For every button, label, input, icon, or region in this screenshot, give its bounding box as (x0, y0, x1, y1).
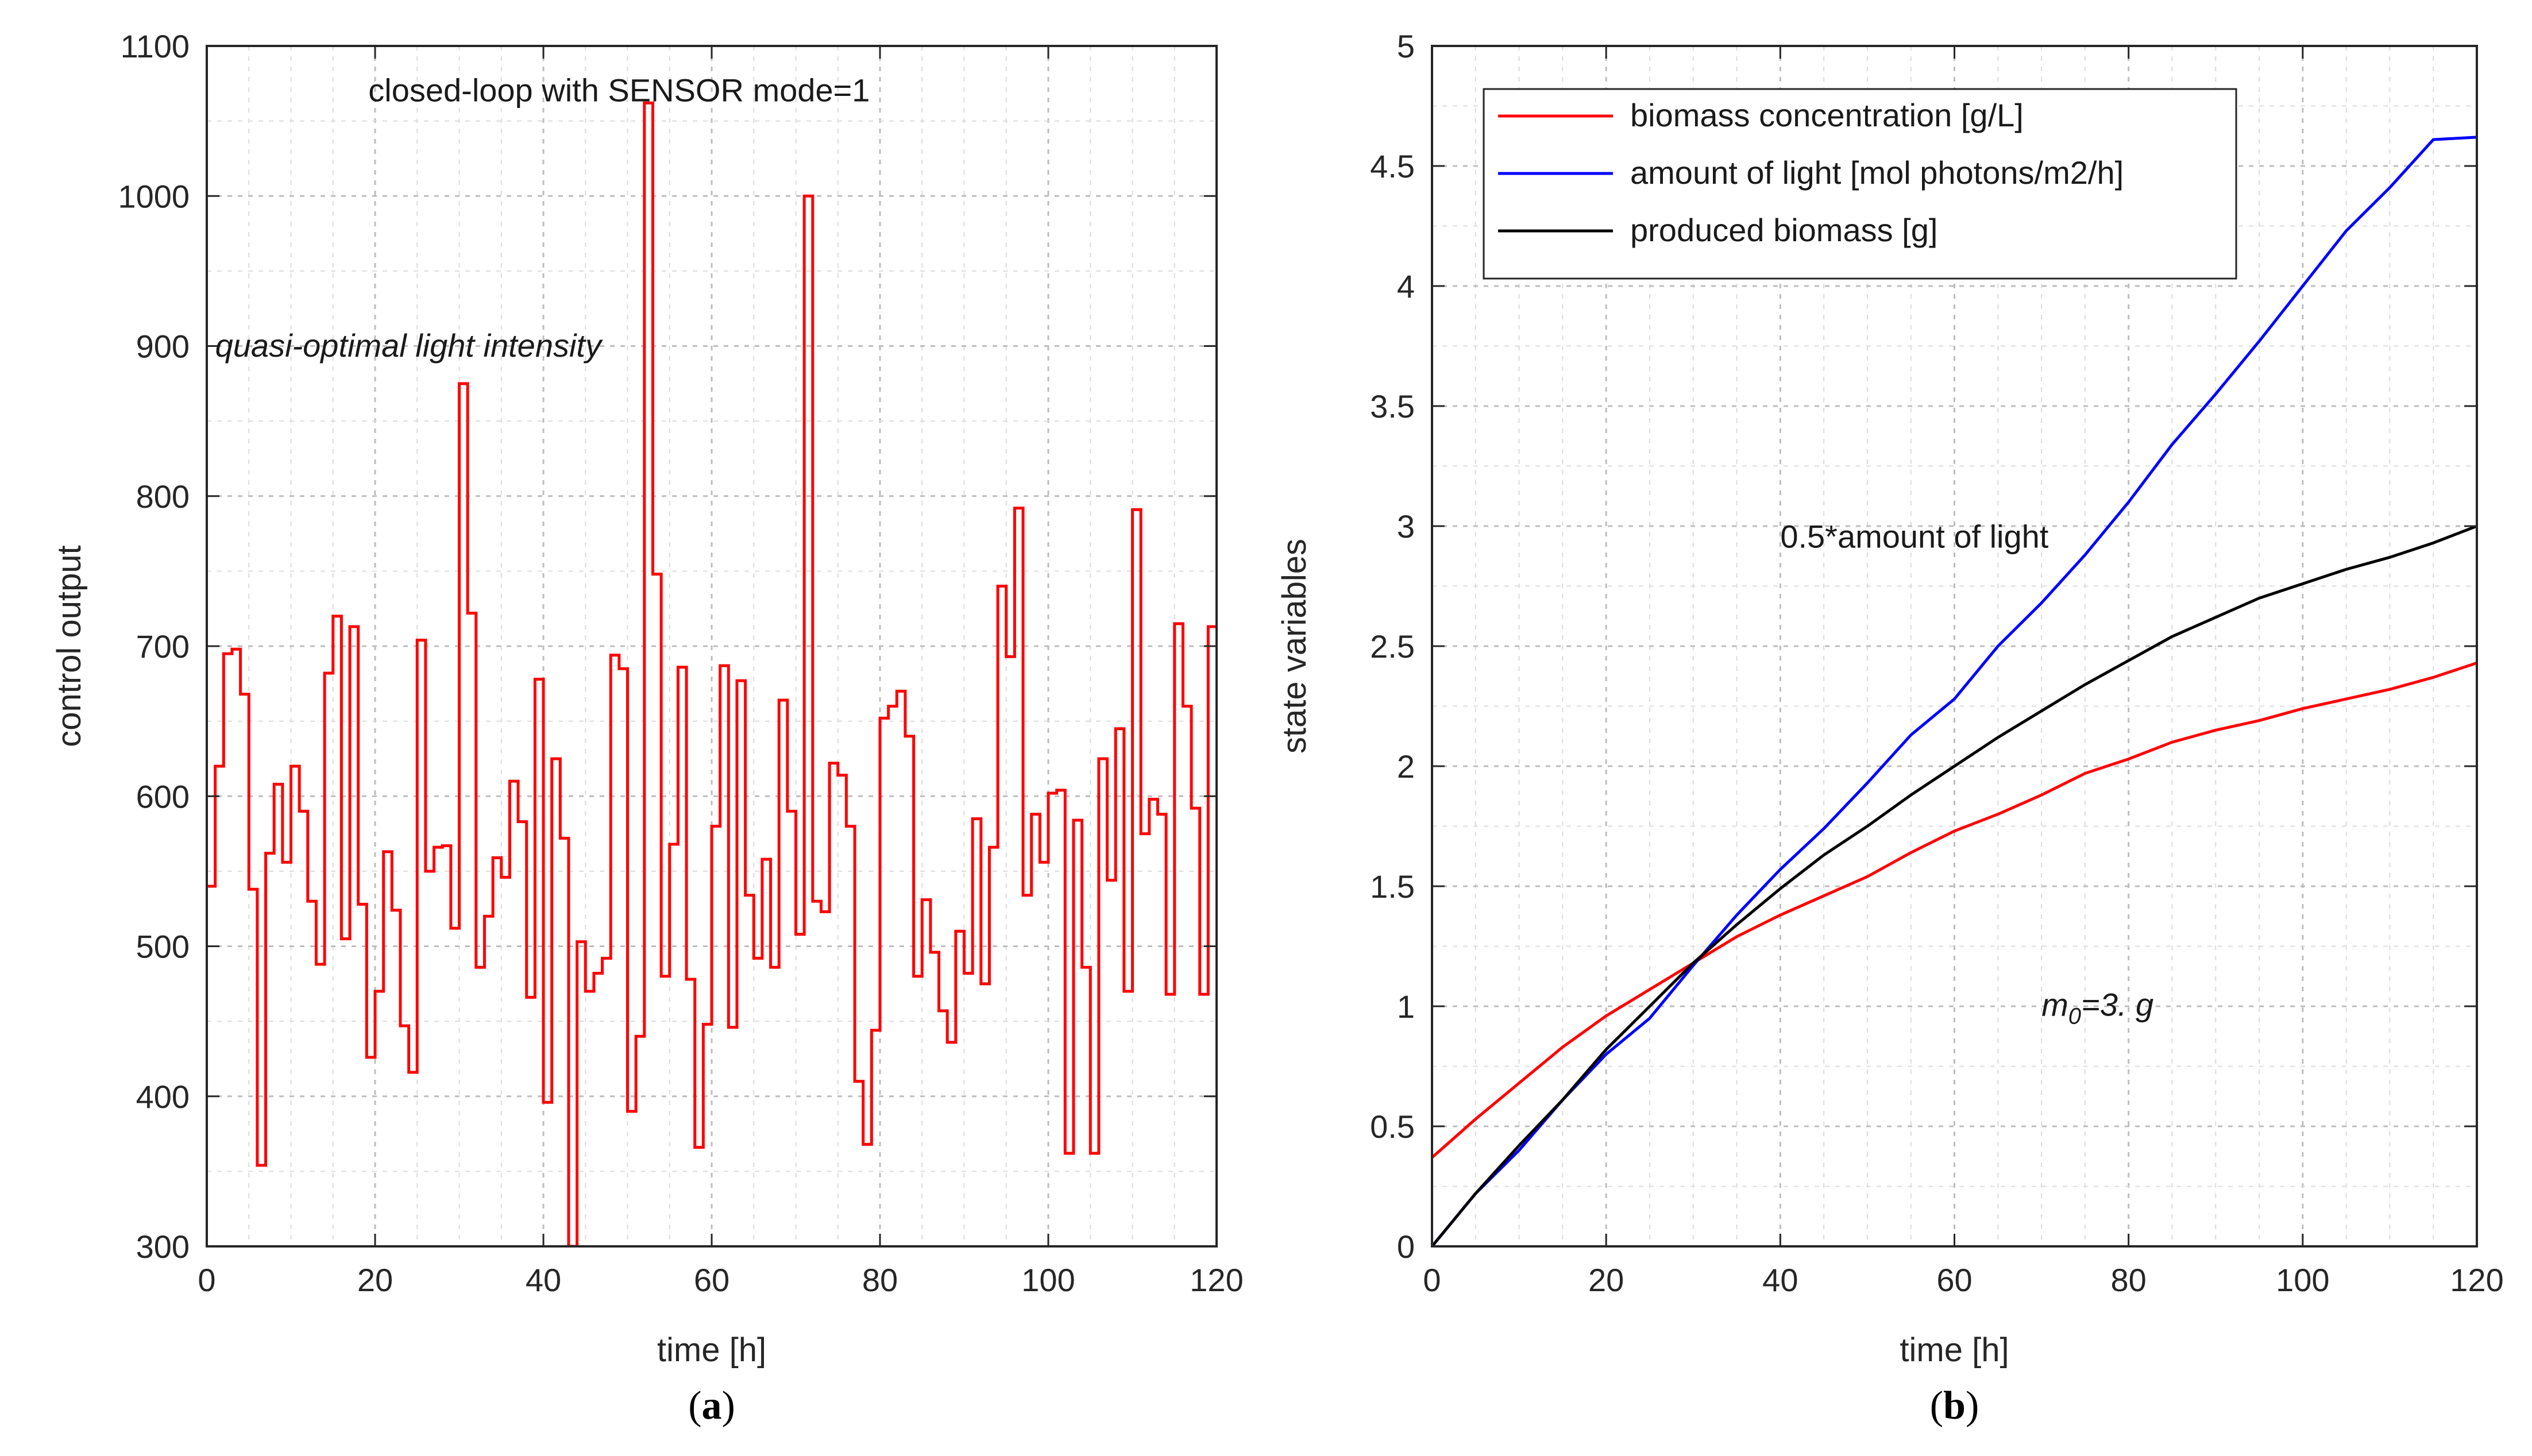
b-series-line-0 (1432, 661, 2477, 1159)
panel-b-label-letter: b (1943, 1384, 1966, 1428)
b-xtick-label: 60 (1936, 1262, 1972, 1298)
panel-b-annotation-light: 0.5*amount of light (1780, 519, 2048, 555)
panel-b-label-open: ( (1930, 1384, 1943, 1428)
panel-b-annotation-mass-main: m (2041, 987, 2068, 1023)
panel-a-series (207, 101, 1217, 1246)
b-ytick-label: 2.5 (1370, 628, 1415, 665)
panel-a-xlabel: time [h] (657, 1331, 766, 1369)
panel-a-label-open: ( (688, 1384, 701, 1428)
a-ytick-label: 700 (136, 628, 190, 665)
legend-entry-1: amount of light [mol photons/m2/h] (1630, 155, 2124, 191)
panel-a-label-close: ) (722, 1384, 735, 1428)
a-ytick-label: 400 (136, 1079, 190, 1115)
a-xtick-label: 40 (526, 1262, 561, 1298)
panel-a-ticks: 0 20 40 60 80 100 120 300 400 500 600 700 800 900 1000… (118, 28, 1243, 1298)
legend-entry-2: produced biomass [g] (1630, 212, 1937, 248)
panel-b-ticks: 0 20 40 60 80 100 120 0 0.5 1 1.5 2 2.5 3 3.5 4 4.5 5 (1370, 28, 2504, 1298)
b-ytick-label: 3 (1397, 508, 1415, 544)
b-series-line-2 (1432, 524, 2477, 1246)
a-ytick-label: 300 (136, 1229, 190, 1265)
panel-b-label-close: ) (1966, 1384, 1979, 1428)
panel-a-label: (a) (688, 1384, 735, 1428)
b-ytick-label: 4 (1397, 268, 1415, 304)
a-ytick-label: 500 (136, 929, 190, 965)
a-ytick-label: 800 (136, 478, 190, 515)
a-series-line-0 (207, 101, 1217, 1246)
panel-a-annotation-italic: quasi-optimal light intensity (215, 327, 603, 364)
a-xtick-label: 60 (694, 1262, 730, 1298)
b-ytick-label: 1 (1397, 988, 1415, 1025)
a-xtick-label: 0 (198, 1262, 215, 1298)
a-ytick-label: 900 (136, 329, 190, 365)
b-ytick-label: 2 (1397, 748, 1415, 785)
panel-b-chart: 0 20 40 60 80 100 120 0 0.5 1 1.5 2 2.5 3 3.5 4 4.5 5 tim… (1276, 28, 2504, 1369)
b-ytick-label: 0 (1397, 1229, 1415, 1265)
panel-b-ylabel: state variables (1276, 539, 1313, 754)
b-xtick-label: 80 (2111, 1262, 2147, 1298)
a-ytick-label: 600 (136, 778, 190, 814)
panel-a-chart: 0 20 40 60 80 100 120 300 400 500 600 700 800 900 1000… (51, 28, 1244, 1369)
b-xtick-label: 40 (1762, 1262, 1798, 1298)
a-xtick-label: 20 (357, 1262, 393, 1298)
panel-b-annotation-mass: m0=3. g (2041, 987, 2153, 1029)
panel-b-legend-box (1483, 88, 2237, 280)
panel-b-label: (b) (1930, 1384, 1979, 1428)
legend-entry-0: biomass concentration [g/L] (1630, 97, 2024, 133)
b-ytick-label: 4.5 (1370, 148, 1415, 184)
panel-a-annotation-title: closed-loop with SENSOR mode=1 (368, 72, 870, 109)
b-xtick-label: 100 (2276, 1262, 2329, 1298)
b-ytick-label: 3.5 (1370, 388, 1415, 424)
a-xtick-label: 100 (1021, 1262, 1075, 1298)
b-xtick-label: 120 (2450, 1262, 2503, 1298)
panel-b-annotation-mass-rest: =3. g (2081, 987, 2153, 1023)
panel-b-annotation-mass-sub: 0 (2068, 1004, 2081, 1029)
a-ytick-label: 1100 (121, 28, 190, 64)
panel-b-legend: biomass concentration [g/L] amount of lig… (1483, 88, 2237, 280)
b-ytick-label: 5 (1397, 28, 1415, 64)
panel-b-xlabel: time [h] (1900, 1331, 2009, 1369)
panel-a-grid (206, 45, 1218, 1248)
panel-a-ylabel: control output (51, 545, 88, 747)
b-xtick-label: 20 (1588, 1262, 1624, 1298)
b-series-line-1 (1432, 136, 2477, 1246)
panel-b-series (1432, 136, 2477, 1246)
a-xtick-label: 80 (862, 1262, 898, 1298)
b-xtick-label: 0 (1423, 1262, 1441, 1298)
b-ytick-label: 0.5 (1370, 1109, 1415, 1145)
b-ytick-label: 1.5 (1370, 868, 1415, 905)
a-xtick-label: 120 (1190, 1262, 1243, 1298)
a-ytick-label: 1000 (118, 178, 190, 214)
panel-a-label-letter: a (702, 1384, 722, 1428)
